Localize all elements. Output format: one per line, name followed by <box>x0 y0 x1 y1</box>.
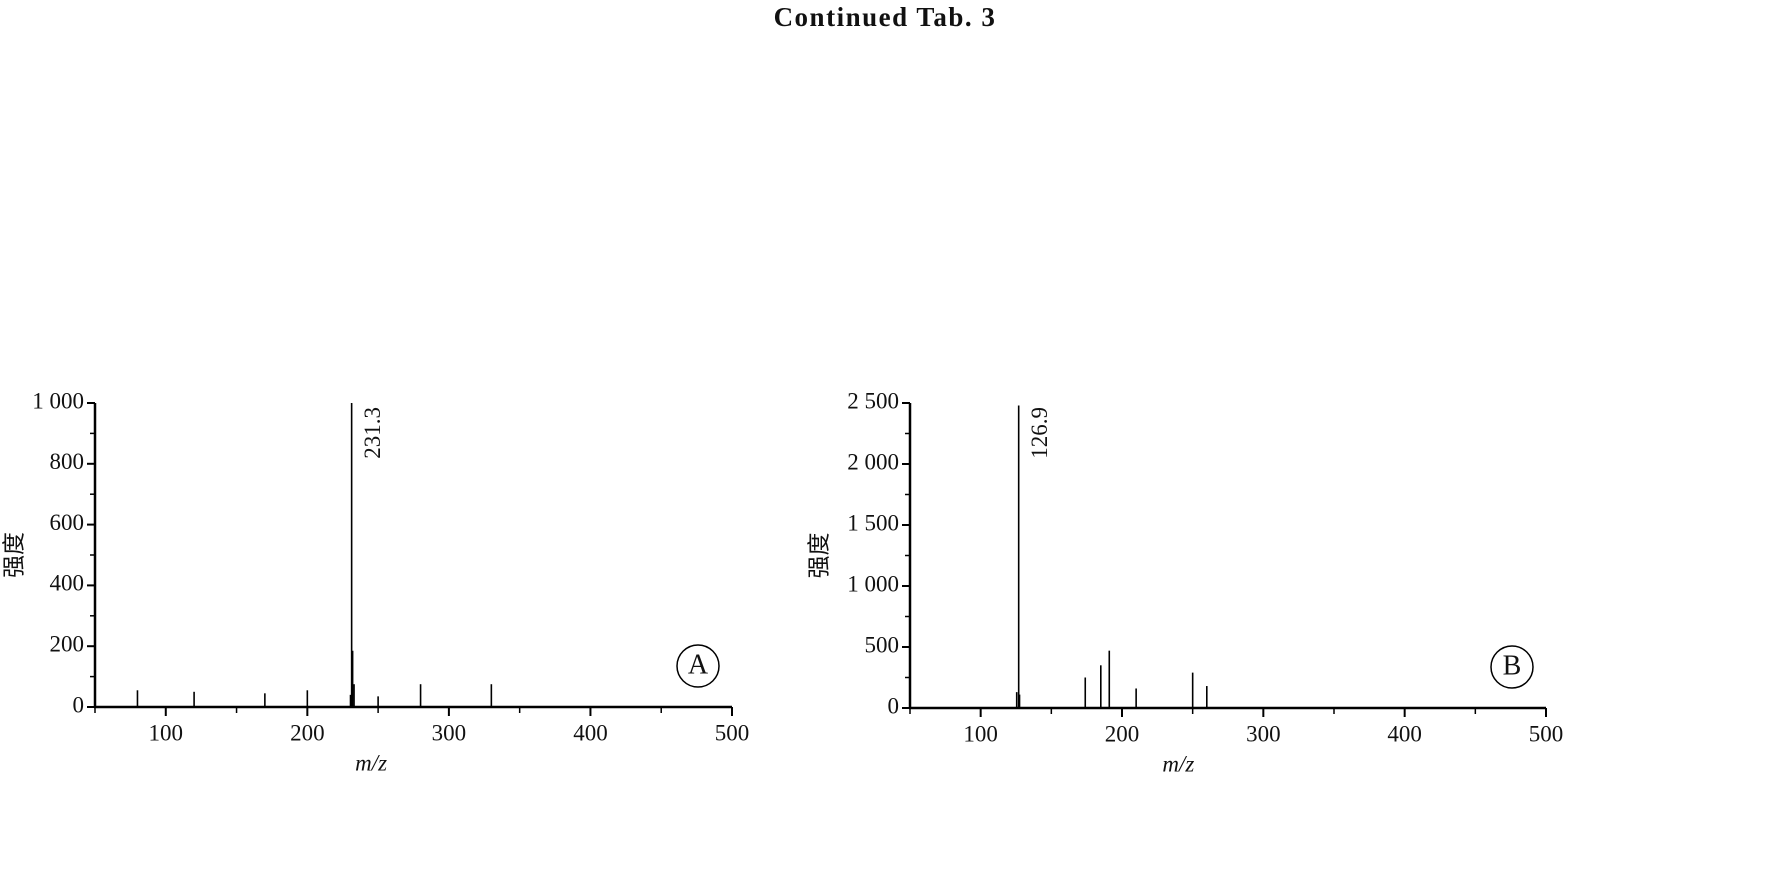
y-tick-label: 0 <box>73 692 85 717</box>
peak-label: 126.9 <box>1027 407 1052 459</box>
y-axis-label: 强度 <box>807 533 833 579</box>
y-tick-label: 400 <box>50 571 85 596</box>
peak-label: 231.3 <box>360 407 385 459</box>
chart: 0 500 1 000 1 500 2 000 2 500 100 200 300 400 500 1… <box>807 388 1564 776</box>
x-tick-label: 400 <box>1387 721 1422 746</box>
x-tick-label: 200 <box>1105 721 1140 746</box>
y-tick-label: 0 <box>888 693 900 718</box>
chart: 0 200 400 600 800 1 000 100 200 300 400 500 231.3 m/… <box>2 388 750 775</box>
x-tick-label: 300 <box>1246 721 1281 746</box>
panel-circle <box>1490 645 1534 689</box>
y-tick-label: 2 500 <box>847 388 899 413</box>
y-tick-label: 200 <box>50 631 85 656</box>
x-tick-label: 500 <box>715 720 750 745</box>
panel-label: B <box>1503 650 1522 681</box>
y-axis-label: 强度 <box>2 532 28 578</box>
x-tick-label: 200 <box>290 720 325 745</box>
y-tick-label: 1 500 <box>847 510 899 535</box>
y-tick-label: 1 000 <box>847 571 899 596</box>
figure-title: Continued Tab. 3 <box>774 2 997 32</box>
y-tick-label: 1 000 <box>32 388 84 413</box>
y-tick-label: 2 000 <box>847 449 899 474</box>
x-tick-label: 300 <box>432 720 467 745</box>
x-axis-label: m/z <box>355 750 387 775</box>
x-tick-label: 100 <box>963 721 998 746</box>
x-tick-label: 100 <box>149 720 184 745</box>
y-tick-label: 600 <box>50 510 85 535</box>
x-tick-label: 400 <box>573 720 608 745</box>
panel-label: A <box>688 649 709 680</box>
y-tick-label: 500 <box>865 632 900 657</box>
x-axis-label: m/z <box>1162 751 1194 776</box>
x-tick-label: 500 <box>1529 721 1564 746</box>
y-tick-label: 800 <box>50 449 85 474</box>
panel-circle <box>676 644 720 688</box>
